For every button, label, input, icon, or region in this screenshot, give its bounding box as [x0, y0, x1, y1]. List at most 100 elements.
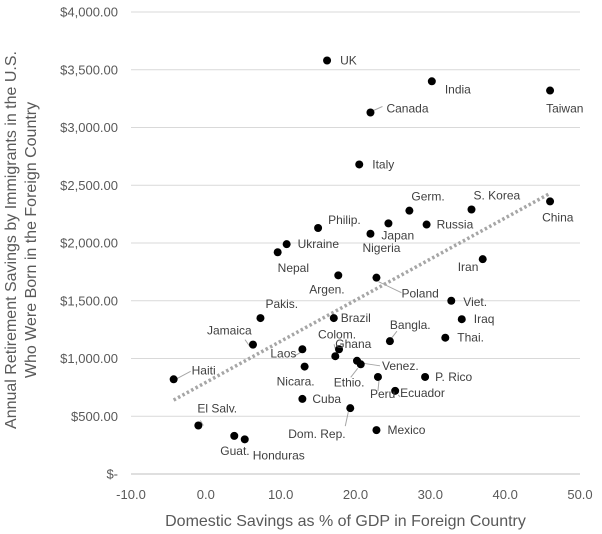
point-label: Argen.: [309, 282, 344, 296]
data-point: [441, 333, 450, 342]
data-point: [372, 273, 381, 282]
point-label: Nepal: [278, 261, 309, 275]
x-tick-label: 50.0: [567, 487, 592, 502]
point-label: Peru: [370, 387, 395, 401]
data-point: [478, 255, 487, 264]
y-tick-label: $3,000.00: [60, 120, 118, 135]
data-point: [323, 56, 332, 65]
y-tick-label: $-: [106, 467, 118, 482]
point-label: UK: [340, 54, 357, 68]
point-label: Mexico: [387, 423, 425, 437]
leader-line: [373, 106, 383, 111]
point-label: Viet.: [463, 295, 487, 309]
y-axis-title-line: Annual Retirement Savings by Immigrants …: [3, 51, 20, 429]
point-label: Brazil: [341, 311, 371, 325]
leader-line: [199, 420, 204, 426]
point-label: Bangla.: [390, 318, 431, 332]
point-label: Nicara.: [277, 375, 315, 389]
leader-line: [344, 412, 349, 427]
point-label: Laos: [270, 346, 296, 360]
leader-line: [350, 367, 359, 378]
point-label: El Salv.: [197, 401, 237, 415]
leader-line: [175, 370, 191, 380]
point-label: Ethio.: [334, 375, 365, 389]
data-point: [256, 314, 265, 323]
point-label: Cuba: [312, 392, 341, 406]
point-label: Guat.: [220, 444, 249, 458]
y-tick-label: $3,500.00: [60, 62, 118, 77]
point-label: India: [445, 82, 471, 96]
data-point: [230, 431, 239, 440]
data-point: [422, 220, 431, 229]
data-point: [447, 296, 456, 305]
point-label: Taiwan: [546, 102, 583, 116]
point-label: Italy: [372, 157, 394, 171]
data-point: [240, 435, 249, 444]
point-label: Pakis.: [265, 297, 298, 311]
data-point: [331, 352, 340, 361]
data-point: [334, 271, 343, 280]
data-point: [421, 372, 430, 381]
point-label: P. Rico: [435, 370, 472, 384]
y-tick-label: $1,000.00: [60, 351, 118, 366]
data-point: [314, 223, 323, 232]
x-tick-labels: -10.0 0.0 10.0 20.0 30.0 40.0 50.0: [116, 487, 592, 502]
data-point: [391, 386, 400, 395]
data-point: [169, 375, 178, 384]
data-point: [248, 340, 257, 349]
point-label: Germ.: [411, 190, 444, 204]
y-tick-label: $2,000.00: [60, 236, 118, 251]
data-point: [384, 219, 393, 228]
point-label: Nigeria: [362, 241, 400, 255]
y-tick-label: $500.00: [71, 409, 118, 424]
x-tick-label: -10.0: [116, 487, 146, 502]
point-label: S. Korea: [473, 189, 520, 203]
point-label: Honduras: [253, 448, 305, 462]
data-point: [405, 206, 414, 215]
x-tick-label: 0.0: [197, 487, 215, 502]
data-point: [427, 77, 436, 86]
leader-line: [377, 380, 380, 392]
data-point: [273, 248, 282, 257]
x-tick-label: 30.0: [418, 487, 443, 502]
leader-line: [397, 394, 401, 398]
y-tick-labels: $- $500.00 $1,000.00 $1,500.00 $2,000.00 $2,5…: [60, 5, 118, 482]
point-label: Iraq: [474, 312, 495, 326]
leader-line: [378, 281, 402, 294]
point-labels: UK India Taiwan Canada Italy China S. Korea Ger…: [192, 54, 584, 463]
data-point: [300, 362, 309, 371]
point-label: Thai.: [457, 331, 484, 345]
point-label: Ukraine: [298, 237, 340, 251]
point-label: China: [542, 210, 574, 224]
point-label: Poland: [401, 287, 438, 301]
x-tick-label: 20.0: [343, 487, 368, 502]
y-axis-title: Annual Retirement Savings by Immigrants …: [3, 51, 40, 429]
data-point: [385, 337, 394, 346]
point-label: Haiti: [192, 363, 216, 377]
trendline: [172, 191, 551, 402]
data-point: [372, 426, 381, 435]
data-point: [366, 108, 375, 117]
point-label: Canada: [386, 101, 428, 115]
data-point: [298, 345, 307, 354]
data-point: [546, 86, 555, 95]
data-point: [356, 360, 365, 369]
data-point: [346, 404, 355, 413]
point-label: Russia: [437, 218, 474, 232]
data-point: [282, 240, 291, 249]
point-label: Iran: [458, 260, 479, 274]
data-point: [467, 205, 476, 214]
point-label: Colom.: [318, 327, 356, 341]
x-tick-label: 40.0: [493, 487, 518, 502]
x-tick-label: 10.0: [268, 487, 293, 502]
data-point: [298, 394, 307, 403]
data-point: [335, 345, 344, 354]
data-point: [194, 421, 203, 430]
point-label: Philip.: [328, 213, 361, 227]
data-points: [169, 56, 555, 444]
point-label: Ecuador: [400, 386, 445, 400]
point-label: Ghana: [335, 337, 371, 351]
y-axis-title-line: Who Were Born in the Foreign Country: [23, 102, 40, 378]
y-tick-label: $1,500.00: [60, 293, 118, 308]
